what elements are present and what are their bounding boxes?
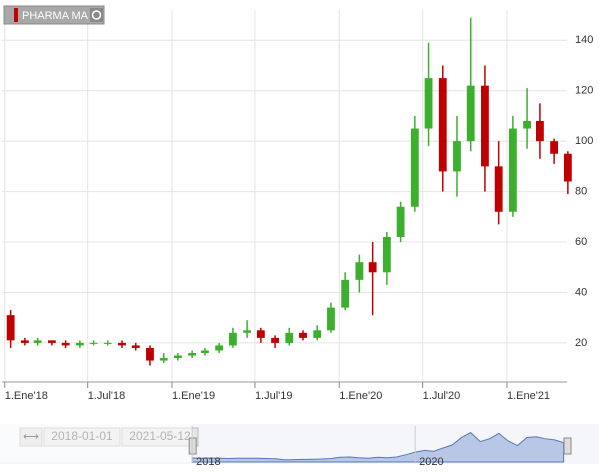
candle-body — [47, 340, 56, 343]
y-tick-label: 140 — [575, 34, 593, 46]
y-tick-label: 20 — [575, 337, 587, 349]
candle-body — [299, 332, 307, 338]
y-tick-label: 40 — [575, 286, 587, 298]
candle-body — [131, 345, 140, 348]
candle-body — [327, 307, 335, 331]
candle-body — [494, 166, 503, 212]
refresh-icon[interactable] — [90, 8, 103, 22]
candle-body — [410, 128, 419, 207]
y-tick-label: 100 — [575, 135, 593, 147]
candle-body — [508, 128, 517, 212]
candle-body — [396, 206, 405, 237]
navigator-tick-label: 2020 — [419, 456, 443, 468]
candle-body — [285, 332, 294, 343]
candle-body — [536, 120, 544, 142]
candle-body — [146, 347, 154, 361]
candle-body — [341, 279, 350, 308]
navigator-handle[interactable] — [563, 437, 572, 455]
candle-body — [424, 78, 433, 129]
x-tick-label: 1.Ene'19 — [172, 390, 215, 402]
candle-body — [256, 330, 265, 338]
x-tick-label: 1.Ene'21 — [507, 390, 550, 402]
candle-body — [313, 330, 322, 338]
candle-body — [6, 315, 15, 341]
candle-body — [453, 141, 461, 172]
x-tick-label: 1.Ene'18 — [5, 390, 48, 402]
legend-swatch — [14, 8, 18, 22]
y-tick-label: 60 — [575, 236, 587, 248]
navigator-area — [191, 431, 565, 463]
candle-body — [159, 358, 168, 361]
candle-body — [75, 342, 84, 346]
candle-body — [215, 345, 224, 351]
candle-body — [20, 340, 29, 343]
legend-label: PHARMA MA — [22, 10, 89, 22]
navigator-mask — [0, 424, 193, 462]
candle-body — [355, 262, 364, 280]
candle-body — [61, 342, 70, 346]
candle-body — [563, 153, 572, 182]
legend[interactable]: PHARMA MA — [3, 5, 105, 25]
candle-body — [523, 120, 531, 129]
candle-body — [243, 330, 252, 333]
candle-body — [228, 332, 237, 346]
x-tick-label: 1.Jul'19 — [255, 390, 293, 402]
candle-body — [188, 352, 197, 356]
candle-body — [550, 141, 559, 154]
candle-body — [438, 78, 447, 172]
candle-body — [33, 340, 42, 343]
candle-body — [118, 342, 126, 346]
x-tick-label: 1.Jul'18 — [88, 390, 126, 402]
x-tick-label: 1.Jul'20 — [423, 390, 461, 402]
refresh-glyph — [91, 10, 102, 20]
candle-body — [466, 85, 475, 142]
candle-body — [271, 337, 279, 343]
candle-body — [103, 342, 112, 344]
navigator-tick-label: 2018 — [196, 456, 220, 468]
y-tick-label: 80 — [575, 185, 587, 197]
candle-body — [174, 355, 182, 359]
candle-body — [201, 350, 209, 353]
x-tick-label: 1.Ene'20 — [339, 390, 382, 402]
plot: 20 40 60 80 100 120 140 1.Ene'18 1.Jul'18 1.Ene'1… — [2, 10, 593, 402]
y-tick-label: 120 — [575, 85, 593, 97]
legend-box[interactable] — [3, 5, 105, 25]
candle-body — [481, 85, 489, 167]
candle-body — [368, 262, 377, 273]
candle-body — [382, 236, 391, 273]
candle-body — [89, 342, 98, 344]
